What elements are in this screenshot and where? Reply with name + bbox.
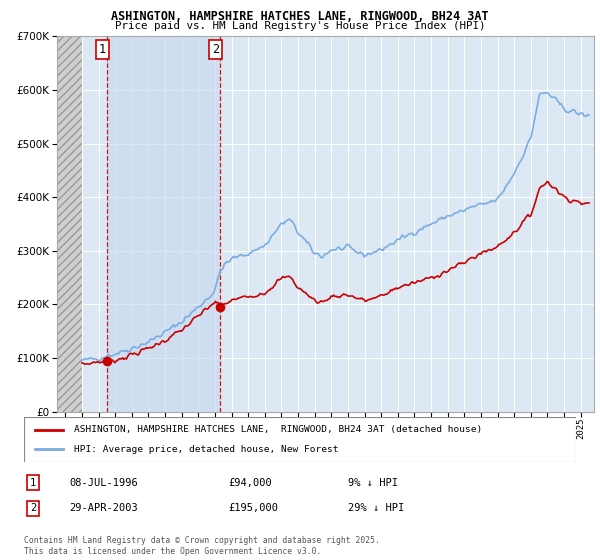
Text: ASHINGTON, HAMPSHIRE HATCHES LANE,  RINGWOOD, BH24 3AT (detached house): ASHINGTON, HAMPSHIRE HATCHES LANE, RINGW… xyxy=(74,425,482,434)
Text: Contains HM Land Registry data © Crown copyright and database right 2025.
This d: Contains HM Land Registry data © Crown c… xyxy=(24,536,380,556)
Bar xyxy=(57,36,82,412)
Text: £195,000: £195,000 xyxy=(228,503,278,514)
Text: £94,000: £94,000 xyxy=(228,478,272,488)
Text: 1: 1 xyxy=(30,478,36,488)
FancyBboxPatch shape xyxy=(24,417,576,462)
Text: 08-JUL-1996: 08-JUL-1996 xyxy=(69,478,138,488)
Text: 2: 2 xyxy=(212,43,219,56)
Bar xyxy=(107,36,220,412)
Text: ASHINGTON, HAMPSHIRE HATCHES LANE, RINGWOOD, BH24 3AT: ASHINGTON, HAMPSHIRE HATCHES LANE, RINGW… xyxy=(111,10,489,22)
Text: 29-APR-2003: 29-APR-2003 xyxy=(69,503,138,514)
Text: 29% ↓ HPI: 29% ↓ HPI xyxy=(348,503,404,514)
Text: 1: 1 xyxy=(99,43,106,56)
Text: Price paid vs. HM Land Registry's House Price Index (HPI): Price paid vs. HM Land Registry's House … xyxy=(115,21,485,31)
Text: 2: 2 xyxy=(30,503,36,514)
Text: 9% ↓ HPI: 9% ↓ HPI xyxy=(348,478,398,488)
Text: HPI: Average price, detached house, New Forest: HPI: Average price, detached house, New … xyxy=(74,445,338,454)
